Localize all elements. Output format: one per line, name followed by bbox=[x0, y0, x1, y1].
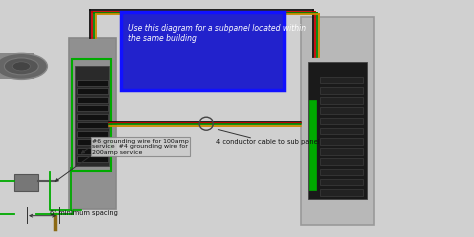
Bar bbox=[320, 148, 363, 155]
Circle shape bbox=[4, 58, 38, 75]
Bar bbox=[77, 131, 108, 137]
Text: #6 grounding wire for 100amp
service  #4 grounding wire for
200amp service: #6 grounding wire for 100amp service #4 … bbox=[92, 139, 189, 155]
Bar bbox=[320, 97, 363, 104]
Bar bbox=[121, 12, 284, 90]
Bar bbox=[320, 169, 363, 175]
Bar bbox=[320, 128, 363, 134]
Bar bbox=[320, 138, 363, 145]
Bar bbox=[320, 118, 363, 124]
Text: 4 conductor cable to sub panel: 4 conductor cable to sub panel bbox=[216, 130, 319, 145]
Bar bbox=[320, 107, 363, 114]
Bar bbox=[77, 88, 108, 94]
Bar bbox=[77, 80, 108, 86]
Bar bbox=[77, 97, 108, 103]
Bar bbox=[14, 174, 38, 191]
Bar bbox=[0, 53, 34, 79]
Text: Use this diagram for a subpanel located within
the same building: Use this diagram for a subpanel located … bbox=[128, 24, 306, 43]
Bar bbox=[320, 87, 363, 94]
Bar bbox=[320, 158, 363, 165]
Bar bbox=[77, 122, 108, 128]
Bar bbox=[77, 114, 108, 120]
Bar bbox=[309, 100, 316, 190]
Bar bbox=[320, 179, 363, 185]
Bar bbox=[77, 148, 108, 154]
Text: 6' minimum spacing: 6' minimum spacing bbox=[50, 210, 118, 216]
Circle shape bbox=[12, 62, 30, 71]
Bar bbox=[308, 62, 367, 199]
Bar bbox=[77, 156, 108, 162]
Bar bbox=[301, 17, 374, 225]
Bar bbox=[77, 139, 108, 145]
Bar bbox=[320, 77, 363, 83]
Bar bbox=[72, 59, 111, 171]
Bar bbox=[320, 189, 363, 196]
Bar bbox=[77, 105, 108, 111]
Circle shape bbox=[0, 53, 47, 79]
Bar bbox=[75, 66, 109, 166]
Bar bbox=[69, 38, 116, 209]
